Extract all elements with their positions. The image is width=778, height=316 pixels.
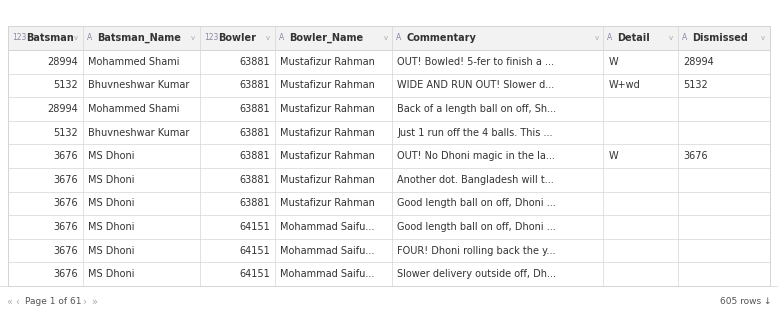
Text: v: v <box>74 35 78 41</box>
Text: MS Dhoni: MS Dhoni <box>88 175 135 185</box>
Text: Mustafizur Rahman: Mustafizur Rahman <box>280 80 375 90</box>
Text: Batsman_Name: Batsman_Name <box>96 33 180 43</box>
Text: 3676: 3676 <box>53 198 78 208</box>
Text: 5132: 5132 <box>53 128 78 137</box>
Text: MS Dhoni: MS Dhoni <box>88 198 135 208</box>
Text: Another dot. Bangladesh will t...: Another dot. Bangladesh will t... <box>398 175 554 185</box>
Text: Mustafizur Rahman: Mustafizur Rahman <box>280 175 375 185</box>
Text: 63881: 63881 <box>240 175 270 185</box>
Text: 63881: 63881 <box>240 198 270 208</box>
Text: Mustafizur Rahman: Mustafizur Rahman <box>280 128 375 137</box>
Text: 3676: 3676 <box>53 151 78 161</box>
Text: FOUR! Dhoni rolling back the y...: FOUR! Dhoni rolling back the y... <box>398 246 556 256</box>
Text: A: A <box>397 33 401 42</box>
Text: 5132: 5132 <box>683 80 708 90</box>
Text: W+wd: W+wd <box>608 80 640 90</box>
Text: OUT! No Dhoni magic in the la...: OUT! No Dhoni magic in the la... <box>398 151 555 161</box>
Text: 123: 123 <box>204 33 219 42</box>
Text: 64151: 64151 <box>240 222 270 232</box>
Text: Page 1 of 61: Page 1 of 61 <box>25 297 82 307</box>
Text: MS Dhoni: MS Dhoni <box>88 151 135 161</box>
Text: 3676: 3676 <box>53 222 78 232</box>
Text: MS Dhoni: MS Dhoni <box>88 269 135 279</box>
Bar <box>8 26 770 286</box>
Text: 28994: 28994 <box>47 104 78 114</box>
Text: A: A <box>682 33 688 42</box>
Text: 123: 123 <box>12 33 26 42</box>
Text: Mohammed Shami: Mohammed Shami <box>88 104 180 114</box>
Text: 63881: 63881 <box>240 104 270 114</box>
Text: 3676: 3676 <box>53 246 78 256</box>
Text: Commentary: Commentary <box>406 33 476 43</box>
Text: A: A <box>608 33 612 42</box>
Text: Mustafizur Rahman: Mustafizur Rahman <box>280 104 375 114</box>
Text: Bhuvneshwar Kumar: Bhuvneshwar Kumar <box>88 80 189 90</box>
Text: Mohammad Saifu...: Mohammad Saifu... <box>280 246 374 256</box>
Text: W: W <box>608 151 618 161</box>
Text: A: A <box>87 33 92 42</box>
Text: OUT! Bowled! 5-fer to finish a ...: OUT! Bowled! 5-fer to finish a ... <box>398 57 555 67</box>
Text: 63881: 63881 <box>240 80 270 90</box>
Text: MS Dhoni: MS Dhoni <box>88 246 135 256</box>
Text: v: v <box>594 35 598 41</box>
Text: Bowler: Bowler <box>218 33 256 43</box>
Text: 64151: 64151 <box>240 246 270 256</box>
Text: 28994: 28994 <box>47 57 78 67</box>
Text: Mustafizur Rahman: Mustafizur Rahman <box>280 198 375 208</box>
Text: Just 1 run off the 4 balls. This ...: Just 1 run off the 4 balls. This ... <box>398 128 553 137</box>
Text: Mustafizur Rahman: Mustafizur Rahman <box>280 57 375 67</box>
Text: ›: › <box>82 297 86 307</box>
Text: ‹: ‹ <box>15 297 19 307</box>
Text: Mohammad Saifu...: Mohammad Saifu... <box>280 222 374 232</box>
Text: Slower delivery outside off, Dh...: Slower delivery outside off, Dh... <box>398 269 556 279</box>
Text: Mohammed Shami: Mohammed Shami <box>88 57 180 67</box>
Text: 28994: 28994 <box>683 57 714 67</box>
Text: Mohammad Saifu...: Mohammad Saifu... <box>280 269 374 279</box>
Text: 3676: 3676 <box>53 175 78 185</box>
Text: v: v <box>191 35 195 41</box>
Text: 63881: 63881 <box>240 57 270 67</box>
Text: v: v <box>384 35 387 41</box>
Bar <box>8 26 770 50</box>
Text: Back of a length ball on off, Sh...: Back of a length ball on off, Sh... <box>398 104 556 114</box>
Text: 605 rows ↓: 605 rows ↓ <box>720 297 772 307</box>
Text: v: v <box>669 35 673 41</box>
Text: Mustafizur Rahman: Mustafizur Rahman <box>280 151 375 161</box>
Text: »: » <box>91 297 97 307</box>
Text: MS Dhoni: MS Dhoni <box>88 222 135 232</box>
Text: A: A <box>279 33 284 42</box>
Text: 3676: 3676 <box>683 151 708 161</box>
Text: v: v <box>761 35 765 41</box>
Text: v: v <box>266 35 270 41</box>
Text: Good length ball on off, Dhoni ...: Good length ball on off, Dhoni ... <box>398 198 556 208</box>
Text: Good length ball on off, Dhoni ...: Good length ball on off, Dhoni ... <box>398 222 556 232</box>
Text: 63881: 63881 <box>240 151 270 161</box>
Text: Batsman: Batsman <box>26 33 74 43</box>
Text: 5132: 5132 <box>53 80 78 90</box>
Text: 64151: 64151 <box>240 269 270 279</box>
Text: 3676: 3676 <box>53 269 78 279</box>
Text: «: « <box>6 297 12 307</box>
Text: W: W <box>608 57 618 67</box>
Text: Detail: Detail <box>617 33 650 43</box>
Text: WIDE AND RUN OUT! Slower d...: WIDE AND RUN OUT! Slower d... <box>398 80 555 90</box>
Text: Bowler_Name: Bowler_Name <box>289 33 363 43</box>
Text: 63881: 63881 <box>240 128 270 137</box>
Text: Dismissed: Dismissed <box>692 33 748 43</box>
Text: Bhuvneshwar Kumar: Bhuvneshwar Kumar <box>88 128 189 137</box>
